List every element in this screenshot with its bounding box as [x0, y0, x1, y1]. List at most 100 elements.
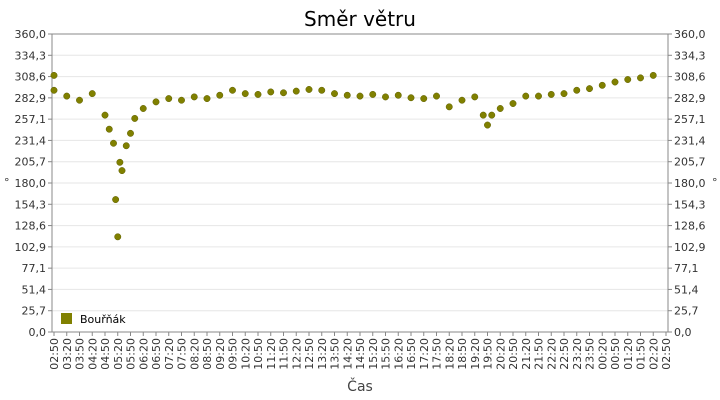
- data-point: [407, 94, 415, 102]
- y-tick-label: 231,4: [674, 134, 706, 147]
- data-point: [535, 92, 542, 100]
- data-point: [241, 90, 249, 98]
- x-tick-label: 05:20: [112, 338, 125, 370]
- x-tick-label: 23:20: [571, 338, 584, 370]
- data-point: [88, 90, 96, 98]
- x-tick-label: 14:20: [341, 338, 354, 370]
- x-tick-label: 22:50: [558, 338, 571, 370]
- x-tick-label: 20:50: [507, 338, 520, 370]
- x-tick-label: 00:50: [609, 338, 622, 370]
- y-tick-label: 102,9: [674, 241, 706, 254]
- x-tick-label: 11:20: [265, 338, 278, 370]
- data-point: [573, 86, 581, 94]
- y-tick-label: 0,0: [674, 326, 692, 339]
- data-point: [139, 105, 147, 112]
- data-point: [611, 78, 619, 86]
- y-tick-label: 205,7: [674, 156, 706, 169]
- y-tick-label: 308,6: [674, 71, 706, 84]
- y-tick-label: 334,3: [15, 49, 47, 62]
- x-tick-label: 17:20: [418, 338, 431, 370]
- data-point: [382, 93, 389, 101]
- data-point: [63, 92, 71, 100]
- y-tick-label: 231,4: [15, 134, 47, 147]
- data-point: [637, 74, 644, 82]
- data-point: [305, 86, 313, 93]
- x-tick-label: 10:20: [239, 338, 252, 370]
- data-point: [216, 91, 224, 99]
- x-tick-label: 08:50: [201, 338, 214, 370]
- data-point: [122, 142, 130, 150]
- data-point: [203, 95, 211, 103]
- x-tick-label: 02:20: [647, 338, 660, 370]
- data-point: [254, 90, 262, 98]
- x-tick-label: 01:20: [622, 338, 635, 370]
- x-tick-label: 19:20: [469, 338, 482, 370]
- x-tick-label: 03:20: [61, 338, 74, 370]
- x-tick-label: 19:50: [482, 338, 495, 370]
- data-point: [586, 85, 593, 93]
- data-point: [522, 92, 530, 100]
- data-point: [547, 90, 555, 98]
- data-point: [420, 95, 428, 103]
- data-point: [190, 93, 198, 101]
- data-point: [229, 86, 236, 94]
- y-axis-right: 0,0 25,7 51,4 77,1 102,9 128,6 154,3 180,0 205,7…: [668, 28, 706, 339]
- y-tick-label: 282,9: [674, 92, 706, 105]
- x-tick-label: 14:50: [354, 338, 367, 370]
- y-tick-label: 282,9: [15, 92, 47, 105]
- x-tick-label: 12:50: [303, 338, 316, 370]
- data-point: [356, 92, 364, 100]
- data-point: [496, 105, 504, 112]
- data-point: [318, 86, 326, 94]
- y-tick-label: 154,3: [674, 198, 706, 211]
- data-point: [560, 90, 568, 98]
- x-tick-label: 16:50: [405, 338, 418, 370]
- data-point: [445, 103, 453, 111]
- data-point: [649, 71, 657, 79]
- x-tick-label: 13:20: [316, 338, 329, 370]
- legend-swatch: [61, 313, 72, 324]
- x-tick-label: 20:20: [494, 338, 507, 370]
- data-point: [50, 71, 58, 79]
- data-point: [394, 91, 402, 99]
- data-point: [76, 96, 83, 104]
- y-tick-label: 360,0: [15, 28, 47, 41]
- y-tick-label: 102,9: [15, 241, 47, 254]
- y-tick-label: 180,0: [15, 177, 47, 190]
- x-tick-label: 08:20: [188, 338, 201, 370]
- x-tick-label: 00:20: [596, 338, 609, 370]
- x-tick-label: 06:20: [137, 338, 150, 370]
- x-tick-label: 05:50: [125, 338, 138, 370]
- y-tick-label: 77,1: [22, 262, 47, 275]
- x-tick-label: 09:50: [227, 338, 240, 370]
- y-tick-label: 154,3: [15, 198, 47, 211]
- data-point: [458, 96, 466, 104]
- data-point: [105, 125, 113, 133]
- data-point: [131, 114, 139, 122]
- y-tick-label: 25,7: [674, 305, 699, 318]
- data-point: [331, 90, 338, 98]
- x-tick-label: 22:20: [545, 338, 558, 370]
- x-tick-label: 18:20: [443, 338, 456, 370]
- data-point: [598, 81, 606, 89]
- x-tick-label: 09:20: [214, 338, 227, 370]
- legend: Bouřňák: [61, 313, 126, 326]
- x-tick-label: 07:20: [163, 338, 176, 370]
- data-point: [116, 158, 124, 166]
- data-point: [433, 92, 440, 100]
- x-tick-label: 10:50: [252, 338, 265, 370]
- data-point: [178, 96, 185, 104]
- x-tick-label: 23:50: [584, 338, 597, 370]
- data-point: [267, 88, 275, 96]
- y-tick-label: 205,7: [15, 156, 47, 169]
- data-point: [479, 111, 487, 119]
- data-point: [343, 91, 351, 99]
- x-tick-label: 15:20: [367, 338, 380, 370]
- x-tick-label: 11:50: [278, 338, 291, 370]
- y-tick-label: 128,6: [674, 220, 706, 233]
- x-axis: 02:50 03:20 03:50 04:20 04:50 05:20 05:50 06:20…: [48, 332, 673, 370]
- y-tick-label: 334,3: [674, 49, 706, 62]
- x-tick-label: 04:50: [99, 338, 112, 370]
- data-point: [112, 196, 120, 204]
